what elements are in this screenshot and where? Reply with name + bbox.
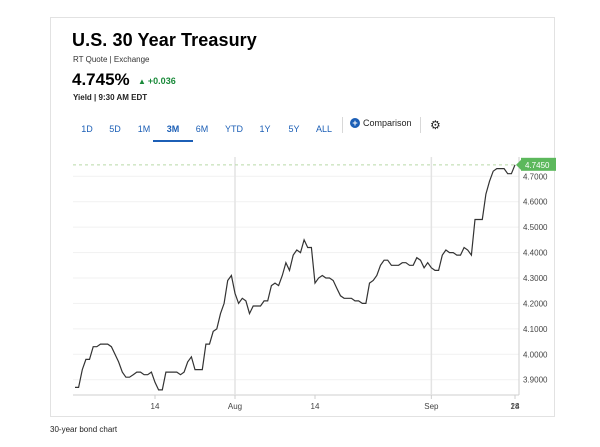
x-tick-label: 28 (511, 402, 520, 411)
range-tabs: 1D 5D 1M 3M 6M YTD 1Y 5Y ALL (73, 118, 339, 142)
tab-5y[interactable]: 5Y (288, 124, 300, 134)
badge-pointer (516, 159, 521, 170)
tab-6m[interactable]: 6M (195, 124, 209, 134)
chart-caption: 30-year bond chart (50, 425, 118, 434)
price-change: ▲ +0.036 (138, 76, 176, 86)
x-tick-label: 14 (151, 402, 160, 411)
plot (73, 164, 519, 391)
tabs-divider (342, 117, 343, 133)
y-tick-label: 4.0000 (523, 350, 548, 359)
comparison-button[interactable]: + Comparison (350, 118, 412, 128)
grid (73, 157, 520, 396)
tools-divider (420, 117, 421, 133)
quote-time: Yield | 9:30 AM EDT (73, 93, 148, 102)
y-tick-label: 4.3000 (523, 274, 548, 283)
tab-ytd[interactable]: YTD (225, 124, 243, 134)
plus-circle-icon: + (350, 118, 360, 128)
y-tick-label: 4.1000 (523, 325, 548, 334)
y-tick-label: 4.4000 (523, 249, 548, 258)
tab-all[interactable]: ALL (315, 124, 332, 134)
y-tick-label: 3.9000 (523, 376, 548, 385)
last-value-badge: 4.7450 (516, 157, 556, 171)
tab-1m[interactable]: 1M (137, 124, 151, 134)
x-tick-label: Aug (228, 402, 242, 411)
tab-5d[interactable]: 5D (109, 124, 121, 134)
tab-1d[interactable]: 1D (81, 124, 93, 134)
chart-area: 3.9000 4.0000 4.1000 4.2000 4.3000 4.4000 4.50… (73, 157, 556, 411)
badge-bg (521, 157, 556, 171)
x-tick-label: 14 (311, 402, 320, 411)
quote-source: RT Quote | Exchange (73, 55, 150, 64)
y-tick-label: 4.7000 (523, 172, 548, 181)
badge-label: 4.7450 (525, 161, 550, 170)
tab-3m[interactable]: 3M (153, 121, 193, 142)
y-axis: 3.9000 4.0000 4.1000 4.2000 4.3000 4.4000 4.50… (523, 172, 548, 384)
y-tick-label: 4.6000 (523, 198, 548, 207)
triangle-up-icon: ▲ (138, 77, 146, 86)
gear-icon[interactable]: ⚙ (430, 118, 441, 132)
tab-1y[interactable]: 1Y (259, 124, 271, 134)
series-line (75, 164, 516, 391)
x-tick-label: Sep (424, 402, 439, 411)
comparison-label: Comparison (363, 118, 412, 128)
price-change-value: +0.036 (147, 76, 176, 86)
y-tick-label: 4.5000 (523, 223, 548, 232)
chart-card: U.S. 30 Year Treasury RT Quote | Exchang… (50, 17, 556, 417)
y-tick-label: 4.2000 (523, 299, 548, 308)
x-tick-label: 14 (511, 402, 520, 411)
last-price: 4.745% (72, 70, 130, 89)
page-title: U.S. 30 Year Treasury (72, 30, 257, 50)
